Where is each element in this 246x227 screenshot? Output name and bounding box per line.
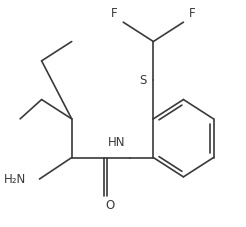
Text: O: O: [106, 200, 115, 212]
Text: S: S: [139, 74, 147, 87]
Text: HN: HN: [108, 136, 125, 149]
Text: H₂N: H₂N: [4, 173, 27, 185]
Text: F: F: [189, 7, 195, 20]
Text: F: F: [111, 7, 118, 20]
